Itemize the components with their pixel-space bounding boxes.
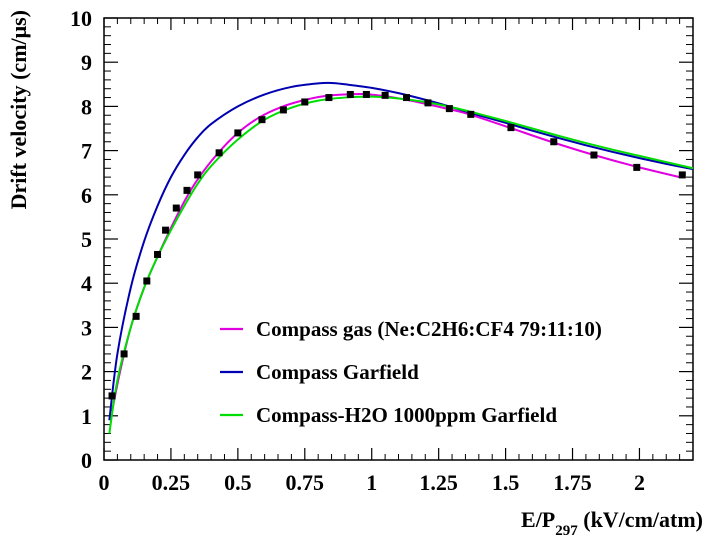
data-point: [550, 138, 558, 146]
x-tick-label: 1.75: [553, 470, 592, 495]
legend-entry-compass-h2o-garfield: Compass-H2O 1000ppm Garfield: [220, 403, 557, 427]
x-tick-label: 0.25: [152, 470, 191, 495]
y-tick-label: 10: [70, 6, 92, 31]
y-tick-label: 0: [81, 448, 92, 473]
x-tick-label: 0.5: [224, 470, 252, 495]
y-tick-label: 9: [81, 50, 92, 75]
data-point: [467, 110, 475, 118]
data-point: [234, 129, 242, 137]
data-point: [215, 149, 223, 157]
data-point: [633, 163, 641, 171]
y-tick-label: 1: [81, 404, 92, 429]
x-tick-label: 0.75: [286, 470, 325, 495]
compass-h2o-garfield-curve: [108, 95, 694, 434]
x-tick-labels: 0 0.25 0.5 0.75 1 1.25 1.5 1.75 2: [99, 470, 645, 495]
data-point: [325, 94, 333, 102]
data-point: [258, 116, 266, 124]
data-point: [120, 350, 128, 358]
y-tick-label: 6: [81, 183, 92, 208]
data-point: [381, 91, 389, 99]
y-tick-label: 4: [81, 271, 92, 296]
plot-area: [103, 17, 694, 461]
data-point: [143, 277, 151, 285]
data-point: [279, 106, 287, 114]
x-axis-title: E/P297 (kV/cm/atm): [521, 507, 703, 539]
legend-label: Compass Garfield: [256, 360, 419, 384]
data-point: [445, 105, 453, 113]
legend: Compass gas (Ne:C2H6:CF4 79:11:10) Compas…: [220, 317, 602, 427]
y-tick-label: 3: [81, 315, 92, 340]
data-point: [172, 204, 180, 212]
data-point: [590, 151, 598, 159]
axis-ticks: [103, 17, 693, 461]
data-point: [162, 226, 170, 234]
x-tick-label: 1: [366, 470, 377, 495]
data-point: [403, 94, 411, 102]
x-tick-label: 2: [634, 470, 645, 495]
data-point: [108, 392, 116, 400]
data-point: [132, 312, 140, 320]
legend-label: Compass gas (Ne:C2H6:CF4 79:11:10): [256, 317, 602, 341]
legend-label: Compass-H2O 1000ppm Garfield: [256, 403, 557, 427]
legend-entry-compass-garfield: Compass Garfield: [220, 360, 419, 384]
y-tick-label: 7: [81, 139, 92, 164]
data-point: [346, 90, 354, 98]
x-tick-label: 1.25: [419, 470, 458, 495]
x-axis-title-subscript: 297: [555, 523, 578, 539]
data-markers: [108, 90, 686, 400]
x-axis-title-main: E/P: [521, 507, 555, 532]
y-tick-label: 8: [81, 94, 92, 119]
data-point: [507, 124, 515, 132]
data-point: [678, 171, 686, 179]
data-point: [183, 186, 191, 194]
y-tick-labels: 0 1 2 3 4 5 6 7 8 9 10: [70, 6, 92, 473]
data-point: [424, 99, 432, 107]
legend-entry-compass-gas: Compass gas (Ne:C2H6:CF4 79:11:10): [220, 317, 602, 341]
x-axis-title-units: (kV/cm/atm): [578, 507, 703, 532]
compass-garfield-curve: [108, 81, 694, 421]
data-point: [154, 250, 162, 258]
y-axis-title: Drift velocity (cm/μs): [6, 10, 31, 209]
data-point: [301, 98, 309, 106]
x-tick-label: 1.5: [492, 470, 520, 495]
y-tick-label: 5: [81, 227, 92, 252]
data-point: [194, 171, 202, 179]
x-tick-label: 0: [99, 470, 110, 495]
data-point: [362, 90, 370, 98]
plot-frame: [103, 17, 694, 461]
y-tick-label: 2: [81, 360, 92, 385]
